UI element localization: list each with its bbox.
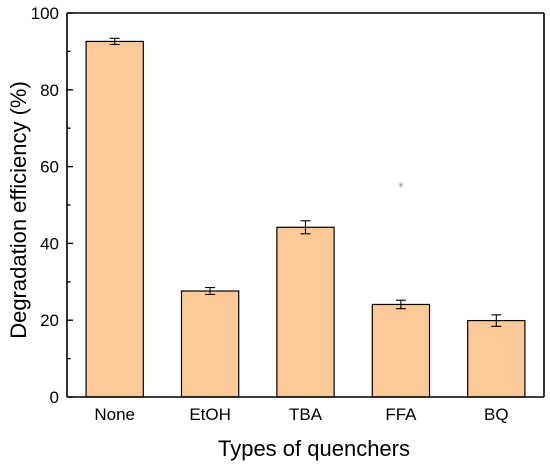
error-bars-group bbox=[109, 37, 502, 327]
x-tick-label-none: None bbox=[94, 405, 135, 424]
x-tick-label-ffa: FFA bbox=[385, 405, 417, 424]
y-axis-title: Degradation efficiency (%) bbox=[6, 81, 31, 339]
y-tick-label: 0 bbox=[50, 388, 59, 407]
x-axis-title: Types of quenchers bbox=[218, 436, 410, 461]
y-tick-label: 40 bbox=[40, 234, 59, 253]
y-tick-label: 80 bbox=[40, 81, 59, 100]
error-bar-etoh bbox=[205, 287, 216, 296]
x-tick-label-tba: TBA bbox=[289, 405, 323, 424]
y-tick-label: 100 bbox=[31, 4, 59, 23]
bar-etoh bbox=[180, 290, 240, 398]
y-ticks-group: 0 20 40 60 80 100 bbox=[31, 4, 73, 407]
error-bar-none bbox=[109, 37, 120, 46]
bar-none bbox=[85, 40, 144, 398]
error-bar-tba bbox=[300, 220, 311, 235]
x-tick-label-etoh: EtOH bbox=[189, 405, 231, 424]
error-bar-ffa bbox=[395, 299, 406, 310]
x-tick-label-bq: BQ bbox=[484, 405, 509, 424]
bar-ffa bbox=[371, 303, 431, 398]
bar-bq bbox=[467, 319, 526, 398]
bar-tba bbox=[276, 226, 335, 398]
y-tick-label: 20 bbox=[40, 311, 59, 330]
x-ticks-group: None EtOH TBA FFA BQ bbox=[94, 405, 508, 424]
y-tick-label: 60 bbox=[40, 158, 59, 177]
error-bar-bq bbox=[491, 314, 502, 327]
bars-group bbox=[85, 40, 526, 398]
stray-asterisk-marker: * bbox=[398, 180, 404, 194]
